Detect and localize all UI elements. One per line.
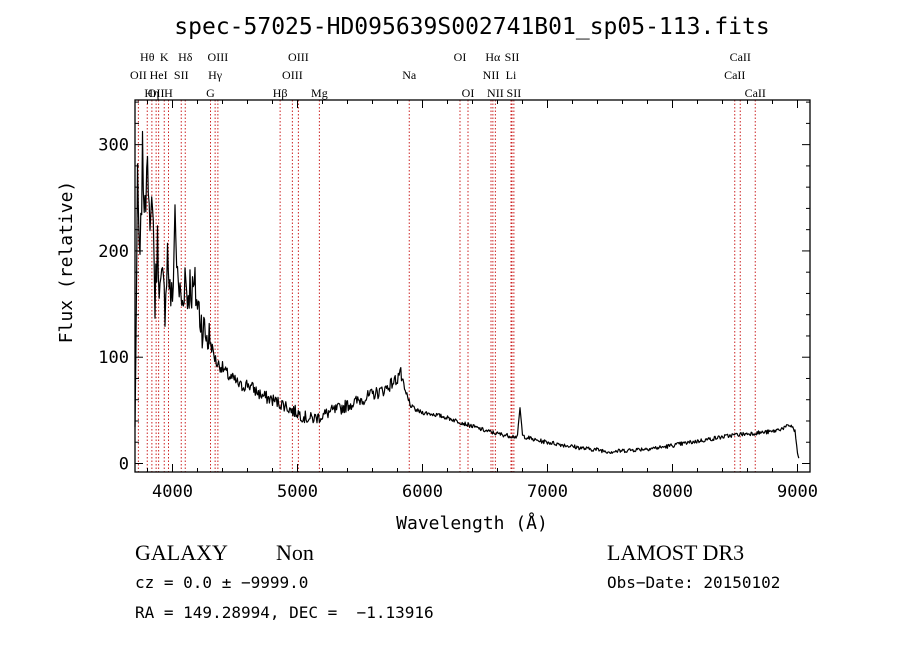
- x-tick-label: 7000: [527, 482, 568, 502]
- x-tick-label: 6000: [402, 482, 443, 502]
- marker-label: NII: [487, 86, 504, 100]
- axis-ticks: 4000 5000 6000 7000 8000 9000 0 100 200 300: [98, 100, 818, 502]
- marker-label: CaII: [730, 50, 751, 64]
- y-tick-label: 0: [119, 454, 129, 474]
- redshift-text: cz = 0.0 ± −9999.0: [135, 573, 309, 592]
- marker-label: SII: [507, 86, 522, 100]
- spectrum-chart: spec-57025-HD095639S002741B01_sp05-113.f…: [56, 14, 818, 534]
- marker-label: Hδ: [178, 50, 193, 64]
- plot-frame: [134, 99, 811, 473]
- marker-label: NII: [483, 68, 500, 82]
- marker-label: G: [206, 86, 215, 100]
- marker-label: OII: [130, 68, 147, 82]
- object-class: GALAXY: [135, 540, 228, 565]
- line-markers: OIIHθHηOIIHeIKHSIIHδGHγOIIIHβOIIIOIIIMgN…: [130, 50, 766, 472]
- marker-label: SII: [174, 68, 189, 82]
- marker-label: OIII: [288, 50, 309, 64]
- marker-label: HeI: [150, 68, 168, 82]
- x-tick-label: 8000: [652, 482, 693, 502]
- marker-label: Mg: [311, 86, 328, 100]
- marker-label: H: [164, 86, 173, 100]
- marker-label: Li: [506, 68, 517, 82]
- marker-label: Hγ: [208, 68, 223, 82]
- coordinates-text: RA = 149.28994, DEC = −1.13916: [135, 603, 434, 622]
- marker-label: Hθ: [140, 50, 155, 64]
- chart-title: spec-57025-HD095639S002741B01_sp05-113.f…: [174, 14, 769, 40]
- marker-label: Hη: [144, 86, 159, 100]
- x-tick-label: 9000: [777, 482, 818, 502]
- marker-label: Hα: [485, 50, 501, 64]
- x-axis-label: Wavelength (Å): [396, 512, 548, 534]
- marker-label: OI: [462, 86, 475, 100]
- marker-label: SII: [505, 50, 520, 64]
- y-tick-label: 300: [98, 136, 129, 156]
- marker-label: OIII: [282, 68, 303, 82]
- y-axis-label: Flux (relative): [56, 181, 77, 344]
- object-subclass: Non: [276, 540, 314, 565]
- flux-series-line: [134, 130, 800, 459]
- marker-label: OI: [454, 50, 467, 64]
- obs-date-text: Obs−Date: 20150102: [607, 573, 781, 592]
- marker-label: OII: [148, 86, 165, 100]
- marker-label: Na: [402, 68, 417, 82]
- y-tick-label: 100: [98, 348, 129, 368]
- marker-label: OIII: [208, 50, 229, 64]
- x-tick-label: 5000: [277, 482, 318, 502]
- marker-label: CaII: [745, 86, 766, 100]
- x-tick-label: 4000: [152, 482, 193, 502]
- survey-name: LAMOST DR3: [607, 540, 745, 565]
- marker-label: K: [160, 50, 169, 64]
- marker-label: Hβ: [273, 86, 288, 100]
- y-tick-label: 200: [98, 242, 129, 262]
- marker-label: CaII: [724, 68, 745, 82]
